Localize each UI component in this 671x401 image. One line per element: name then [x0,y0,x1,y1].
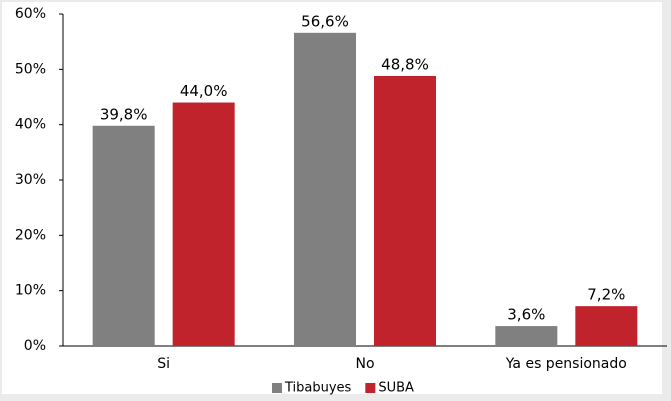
value-label: 3,6% [507,306,545,324]
y-tick-label: 10% [15,283,46,299]
y-tick-label: 40% [15,117,46,133]
y-tick-label: 20% [15,227,46,243]
x-tick-label: Si [157,356,170,372]
x-tick-label: No [355,356,374,372]
y-tick-label: 50% [15,61,46,77]
value-label: 39,8% [100,105,148,123]
x-tick-label: Ya es pensionado [505,356,627,372]
legend-label: Tibabuyes [284,381,352,396]
bar [495,326,558,346]
bar [294,32,356,347]
legend-label: SUBA [378,381,414,396]
value-label: 44,0% [180,82,228,100]
y-tick-label: 30% [15,172,46,188]
legend-swatch [365,383,376,393]
y-tick-label: 60% [15,6,46,22]
value-label: 56,6% [301,12,349,30]
legend-swatch [272,383,282,393]
bar [575,306,638,346]
value-label: 7,2% [587,286,625,304]
bar [374,75,436,347]
bar [172,102,235,347]
y-tick-label: 0% [24,338,46,354]
value-label: 48,8% [381,55,429,73]
bar [92,125,155,346]
